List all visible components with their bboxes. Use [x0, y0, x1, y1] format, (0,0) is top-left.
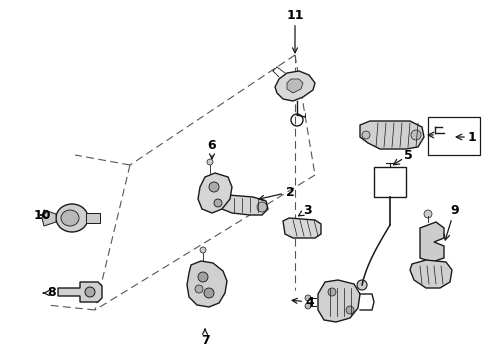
Circle shape [362, 131, 370, 139]
Ellipse shape [56, 204, 88, 232]
Circle shape [424, 210, 432, 218]
Bar [428, 117, 480, 155]
Text: 2: 2 [259, 185, 294, 201]
Text: 8: 8 [44, 287, 56, 300]
Circle shape [200, 247, 206, 253]
Polygon shape [187, 261, 227, 307]
Circle shape [198, 272, 208, 282]
Text: 9: 9 [451, 203, 459, 216]
Circle shape [357, 280, 367, 290]
Polygon shape [220, 195, 268, 215]
Polygon shape [420, 222, 444, 262]
Text: 3: 3 [298, 203, 312, 216]
Circle shape [204, 288, 214, 298]
Circle shape [209, 182, 219, 192]
Circle shape [207, 159, 213, 165]
Circle shape [346, 306, 354, 314]
Polygon shape [318, 280, 360, 322]
Circle shape [305, 295, 311, 301]
Text: 4: 4 [292, 296, 315, 309]
Circle shape [257, 202, 267, 212]
Circle shape [195, 285, 203, 293]
Bar [86, 213, 100, 223]
Polygon shape [410, 260, 452, 288]
Text: 5: 5 [404, 149, 413, 162]
Bar [374, 167, 406, 197]
Circle shape [305, 303, 311, 309]
Polygon shape [275, 71, 315, 101]
Polygon shape [198, 173, 232, 213]
Circle shape [411, 130, 421, 140]
Text: 10: 10 [33, 208, 51, 221]
Ellipse shape [61, 210, 79, 226]
Circle shape [214, 199, 222, 207]
Circle shape [85, 287, 95, 297]
Polygon shape [283, 218, 321, 238]
Text: 7: 7 [200, 329, 209, 346]
Text: 1: 1 [467, 131, 476, 144]
Polygon shape [58, 282, 102, 302]
Text: 6: 6 [208, 139, 216, 159]
Polygon shape [360, 121, 424, 149]
Polygon shape [42, 210, 56, 226]
Polygon shape [287, 79, 303, 93]
Text: 11: 11 [286, 9, 304, 53]
Circle shape [328, 288, 336, 296]
